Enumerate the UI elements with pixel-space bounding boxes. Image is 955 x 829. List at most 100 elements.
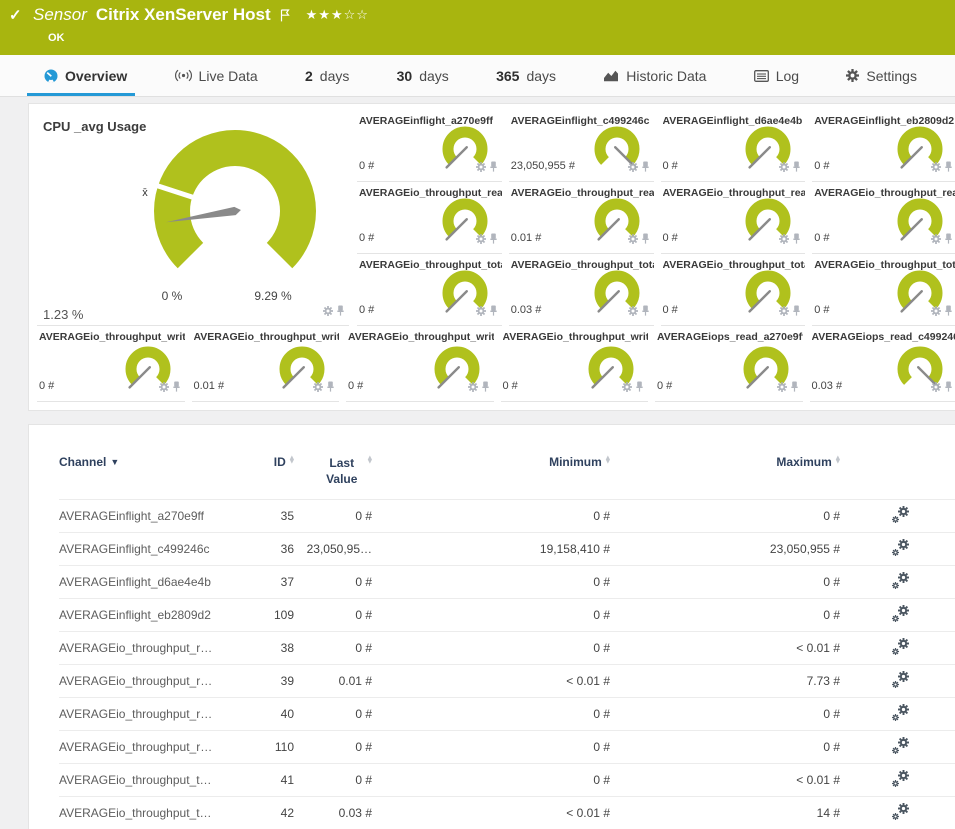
gear-icon[interactable]: [627, 159, 638, 177]
gear-icon[interactable]: [627, 303, 638, 321]
channel-gauge-cell[interactable]: AVERAGEio_throughput_read… 0 #: [660, 182, 806, 254]
gear-icon[interactable]: [475, 159, 486, 177]
tab-30-days[interactable]: 30 days: [397, 55, 449, 96]
gear-icon[interactable]: [931, 379, 941, 397]
gear-icon[interactable]: [158, 379, 169, 397]
table-row[interactable]: AVERAGEio_throughput_r… 38 0 # 0 # < 0.01 #: [59, 631, 955, 664]
cpu-avg-gauge-cell[interactable]: CPU _avg Usage x̄ 0 % 9.29 % 1.23 %: [37, 110, 349, 326]
pin-icon[interactable]: [792, 303, 801, 321]
channel-name[interactable]: AVERAGEinflight_c499246c: [59, 542, 210, 556]
priority-stars[interactable]: ★★★☆☆: [305, 7, 369, 23]
column-header-minimum[interactable]: Minimum ▲ ▼: [372, 455, 610, 469]
flag-icon[interactable]: [280, 8, 290, 22]
tab-365-days[interactable]: 365 days: [496, 55, 556, 96]
channel-gauge-cell[interactable]: AVERAGEio_throughput_write… 0 #: [37, 326, 185, 402]
column-header-last-value[interactable]: Last Value ▲ ▼: [294, 455, 372, 487]
channel-settings-icon[interactable]: [891, 671, 909, 688]
tab-settings[interactable]: Settings: [846, 55, 917, 96]
channel-gauge-cell[interactable]: AVERAGEio_throughput_read… 0.01 #: [508, 182, 654, 254]
pin-icon[interactable]: [326, 379, 335, 397]
channel-settings-icon[interactable]: [891, 605, 909, 622]
channel-name[interactable]: AVERAGEio_throughput_r…: [59, 674, 213, 688]
channel-gauge-cell[interactable]: AVERAGEio_throughput_read… 0 #: [357, 182, 502, 254]
pin-icon[interactable]: [481, 379, 490, 397]
gear-icon[interactable]: [779, 231, 790, 249]
pin-icon[interactable]: [641, 159, 650, 177]
pin-icon[interactable]: [489, 303, 498, 321]
pin-icon[interactable]: [172, 379, 181, 397]
pin-icon[interactable]: [944, 303, 953, 321]
channel-settings-icon[interactable]: [891, 638, 909, 655]
channel-name[interactable]: AVERAGEinflight_eb2809d2: [59, 608, 211, 622]
pin-icon[interactable]: [792, 231, 801, 249]
channel-gauge-cell[interactable]: AVERAGEio_throughput_write… 0 #: [500, 326, 648, 402]
channel-settings-icon[interactable]: [891, 704, 909, 721]
channel-name[interactable]: AVERAGEio_throughput_t…: [59, 773, 212, 787]
channel-gauge-cell[interactable]: AVERAGEio_throughput_write… 0 #: [346, 326, 494, 402]
pin-icon[interactable]: [792, 159, 801, 177]
tab-2-days[interactable]: 2 days: [305, 55, 349, 96]
table-row[interactable]: AVERAGEinflight_eb2809d2 109 0 # 0 # 0 #: [59, 598, 955, 631]
channel-gauge-cell[interactable]: AVERAGEiops_read_c499246c 0.03 #: [809, 326, 955, 402]
channel-gauge-cell[interactable]: AVERAGEinflight_c499246c 23,050,955 #: [508, 110, 654, 182]
table-row[interactable]: AVERAGEio_throughput_r… 40 0 # 0 # 0 #: [59, 697, 955, 730]
gear-icon[interactable]: [779, 303, 790, 321]
gear-icon[interactable]: [475, 303, 486, 321]
pin-icon[interactable]: [489, 231, 498, 249]
gear-icon[interactable]: [467, 379, 478, 397]
pin-icon[interactable]: [944, 159, 953, 177]
channel-settings-icon[interactable]: [891, 737, 909, 754]
table-row[interactable]: AVERAGEio_throughput_r… 39 0.01 # < 0.01 # 7…: [59, 664, 955, 697]
table-row[interactable]: AVERAGEinflight_d6ae4e4b 37 0 # 0 # 0 #: [59, 565, 955, 598]
channel-gauge-cell[interactable]: AVERAGEiops_read_a270e9ff 0 #: [655, 326, 803, 402]
column-header-maximum[interactable]: Maximum ▲ ▼: [610, 455, 840, 469]
channel-gauge-cell[interactable]: AVERAGEio_throughput_total… 0 #: [660, 254, 806, 326]
tab-log[interactable]: Log: [753, 55, 799, 96]
gear-icon[interactable]: [627, 231, 638, 249]
pin-icon[interactable]: [489, 159, 498, 177]
channel-settings-icon[interactable]: [891, 803, 909, 820]
gear-icon[interactable]: [931, 159, 941, 177]
channel-gauge-cell[interactable]: AVERAGEinflight_d6ae4e4b 0 #: [660, 110, 806, 182]
table-row[interactable]: AVERAGEio_throughput_r… 110 0 # 0 # 0 #: [59, 730, 955, 763]
table-row[interactable]: AVERAGEinflight_a270e9ff 35 0 # 0 # 0 #: [59, 499, 955, 532]
pin-icon[interactable]: [641, 303, 650, 321]
channel-name[interactable]: AVERAGEio_throughput_t…: [59, 806, 212, 820]
table-row[interactable]: AVERAGEio_throughput_t… 42 0.03 # < 0.01 # 1…: [59, 796, 955, 829]
table-row[interactable]: AVERAGEinflight_c499246c 36 23,050,95… 19,1…: [59, 532, 955, 565]
channel-gauge-cell[interactable]: AVERAGEio_throughput_read… 0 #: [812, 182, 955, 254]
channel-name[interactable]: AVERAGEinflight_d6ae4e4b: [59, 575, 211, 589]
column-header-id[interactable]: ID ▲ ▼: [244, 455, 294, 469]
tab-overview[interactable]: Overview: [26, 55, 136, 96]
tab-historic-data[interactable]: Historic Data: [603, 55, 706, 96]
gear-icon[interactable]: [622, 379, 632, 397]
column-header-channel[interactable]: Channel ▼: [59, 455, 244, 469]
channel-name[interactable]: AVERAGEio_throughput_r…: [59, 740, 213, 754]
channel-settings-icon[interactable]: [891, 539, 909, 556]
channel-gauge-cell[interactable]: AVERAGEinflight_eb2809d2 0 #: [812, 110, 955, 182]
channel-settings-icon[interactable]: [891, 770, 909, 787]
pin-icon[interactable]: [944, 379, 953, 397]
gear-icon[interactable]: [931, 303, 941, 321]
pin-icon[interactable]: [336, 303, 345, 321]
pin-icon[interactable]: [944, 231, 953, 249]
gear-icon[interactable]: [313, 379, 323, 397]
gear-icon[interactable]: [779, 159, 790, 177]
channel-name[interactable]: AVERAGEio_throughput_r…: [59, 641, 213, 655]
gear-icon[interactable]: [323, 303, 333, 321]
gear-icon[interactable]: [475, 231, 486, 249]
tab-live-data[interactable]: Live Data: [174, 55, 258, 96]
channel-gauge-cell[interactable]: AVERAGEio_throughput_total… 0.03 #: [508, 254, 654, 326]
channel-name[interactable]: AVERAGEinflight_a270e9ff: [59, 509, 204, 523]
channel-gauge-cell[interactable]: AVERAGEinflight_a270e9ff 0 #: [357, 110, 502, 182]
pin-icon[interactable]: [641, 231, 650, 249]
channel-gauge-cell[interactable]: AVERAGEio_throughput_total… 0 #: [812, 254, 955, 326]
channel-gauge-cell[interactable]: AVERAGEio_throughput_total… 0 #: [357, 254, 502, 326]
pin-icon[interactable]: [790, 379, 799, 397]
gear-icon[interactable]: [931, 231, 941, 249]
channel-gauge-cell[interactable]: AVERAGEio_throughput_write… 0.01 #: [191, 326, 339, 402]
channel-settings-icon[interactable]: [891, 506, 909, 523]
table-row[interactable]: AVERAGEio_throughput_t… 41 0 # 0 # < 0.01 #: [59, 763, 955, 796]
channel-settings-icon[interactable]: [891, 572, 909, 589]
gear-icon[interactable]: [776, 379, 787, 397]
